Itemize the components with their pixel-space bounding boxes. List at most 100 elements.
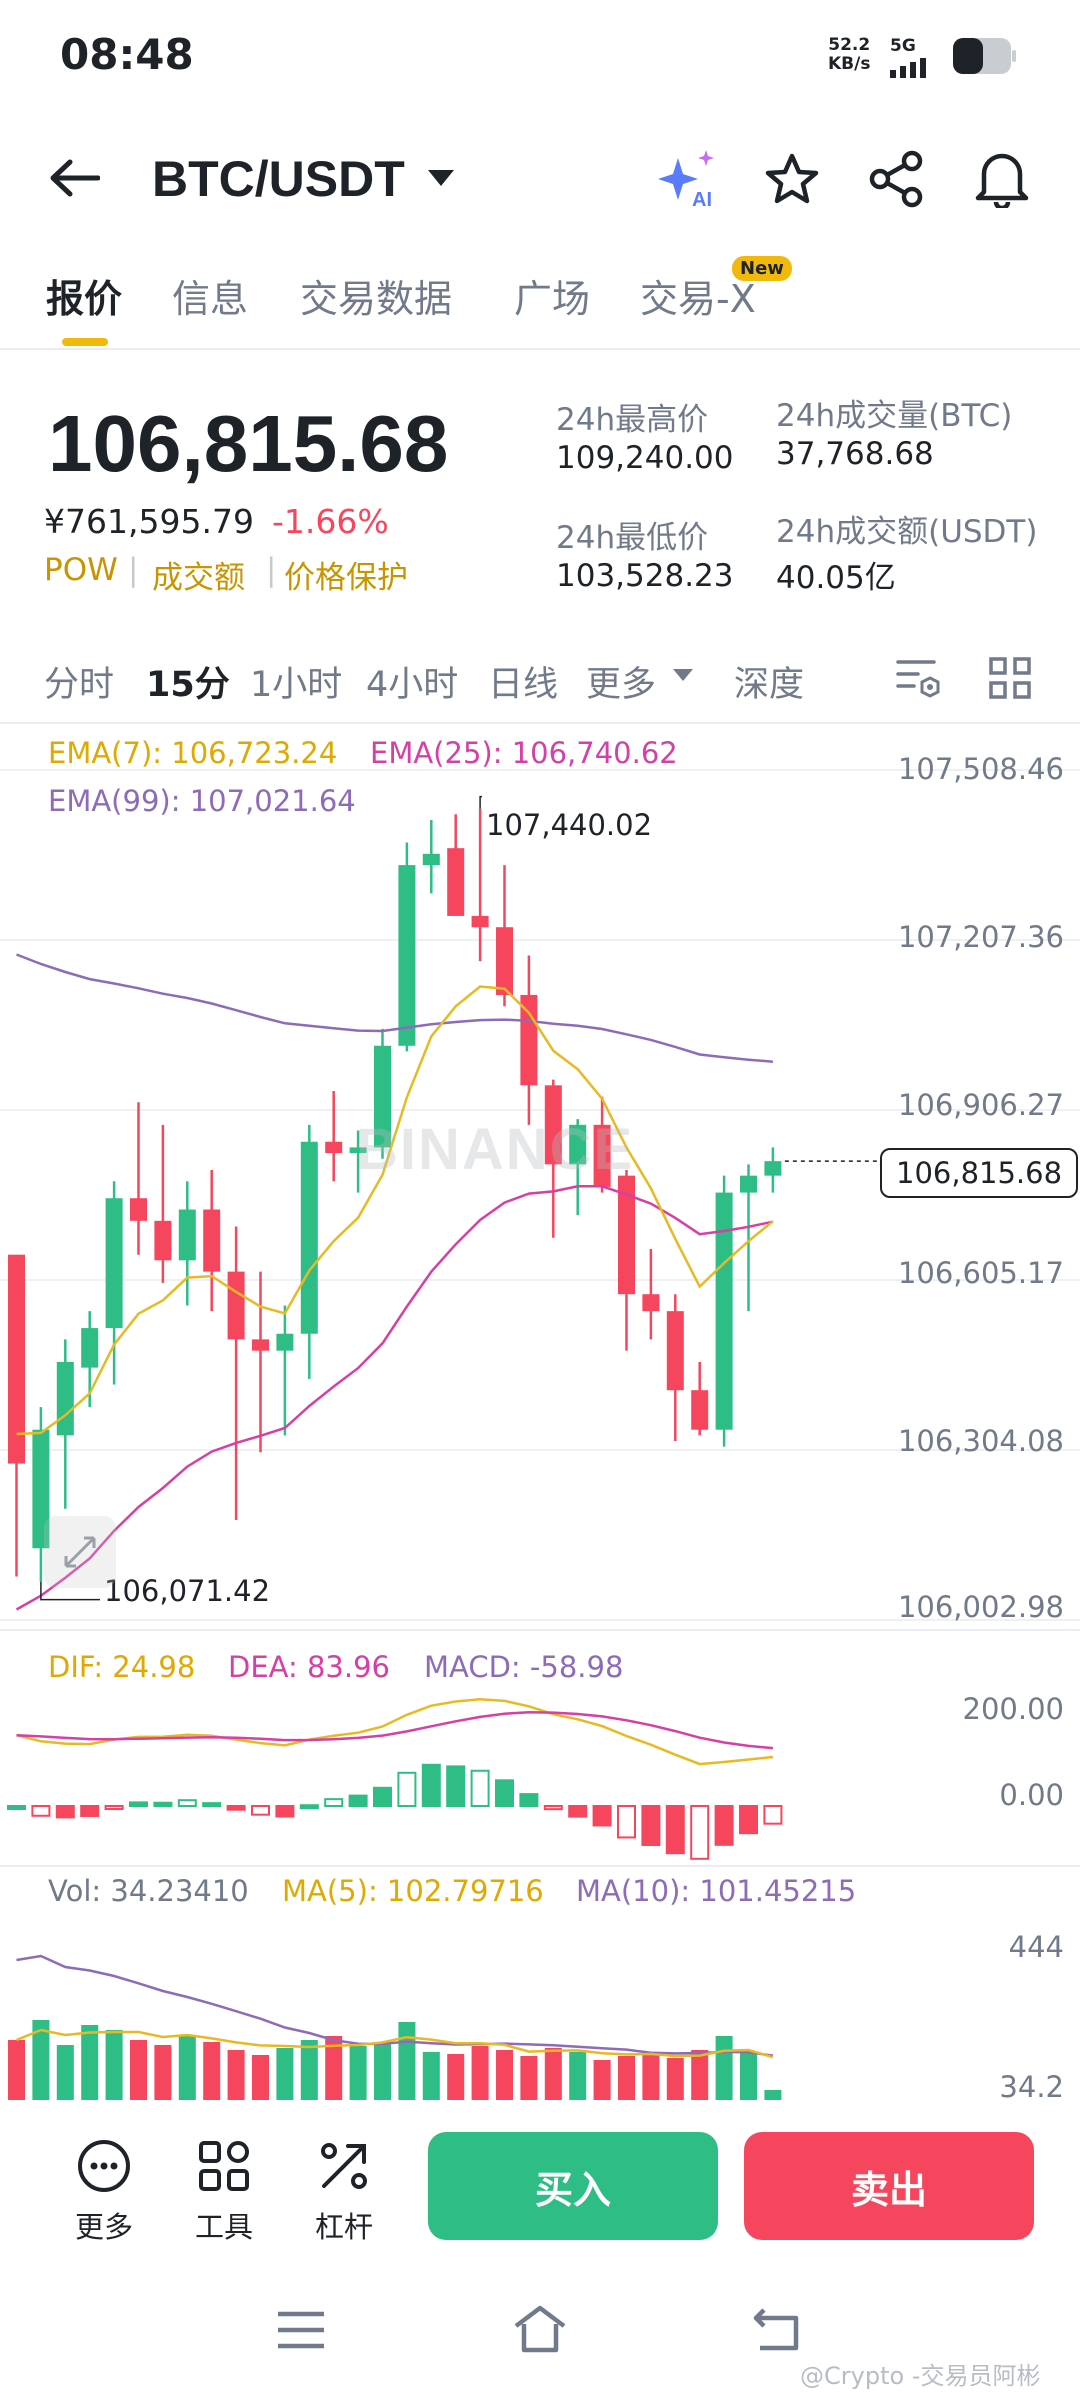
candle-body <box>715 1192 733 1430</box>
high-label: 24h最高价 <box>556 402 709 438</box>
volume-bar <box>374 2042 391 2100</box>
candle-body <box>422 853 440 866</box>
volume-bar <box>471 2046 489 2100</box>
buy-button[interactable]: 买入 <box>428 2132 718 2240</box>
candle-body <box>618 1175 635 1295</box>
tab-trade-x[interactable]: 交易-X <box>640 277 756 321</box>
high-value: 109,240.00 <box>556 440 734 476</box>
macd-histogram-bar <box>421 1763 441 1808</box>
ema99-label: EMA(99): 107,021.64 <box>48 784 356 818</box>
pair-dropdown-icon[interactable] <box>426 168 456 188</box>
tools-grid-icon <box>199 2141 249 2191</box>
more-tool[interactable]: 更多 <box>54 2138 154 2246</box>
candle-body <box>81 1328 99 1368</box>
candle-body <box>691 1390 709 1430</box>
candle-body <box>569 1124 587 1165</box>
last-price: 106,815.68 <box>48 399 449 488</box>
tools-tool[interactable]: 工具 <box>174 2138 274 2246</box>
tab-info[interactable]: 信息 <box>172 277 249 321</box>
volume-bar <box>178 2035 196 2100</box>
tf-1d[interactable]: 日线 <box>488 665 559 705</box>
volume-bar <box>520 2056 538 2100</box>
macd-histogram-bar <box>55 1805 75 1819</box>
layout-grid-icon[interactable] <box>988 656 1032 700</box>
ema99-line <box>16 953 774 1063</box>
volume-bar <box>252 2055 269 2100</box>
macd-dif-label: DIF: 24.98 <box>48 1650 196 1684</box>
tools-tool-label: 工具 <box>194 2210 253 2244</box>
macd-histogram-bar <box>129 1801 148 1808</box>
macd-histogram-bar <box>495 1779 514 1807</box>
ema25-line <box>15 1185 774 1611</box>
tf-time[interactable]: 分时 <box>44 665 115 705</box>
back-arrow-icon[interactable] <box>48 158 100 198</box>
volume-bar <box>593 2060 611 2100</box>
macd-histogram-bar <box>299 1804 319 1810</box>
candle-body <box>300 1141 318 1334</box>
low-value: 103,528.23 <box>556 558 734 594</box>
candle-body <box>471 915 489 928</box>
volume-bar <box>81 2025 99 2100</box>
tf-15m[interactable]: 15分 <box>146 665 230 705</box>
sell-button[interactable]: 卖出 <box>744 2132 1034 2240</box>
tf-1h[interactable]: 1小时 <box>250 665 343 705</box>
macd-histogram-bar <box>31 1805 51 1817</box>
candle-body <box>593 1124 611 1187</box>
more-dropdown-icon[interactable] <box>672 668 694 682</box>
low-label: 24h最低价 <box>556 520 709 556</box>
leverage-tool[interactable]: 杠杆 <box>294 2138 394 2246</box>
y-axis-label: 107,207.36 <box>897 920 1064 954</box>
macd-histogram-bar <box>251 1805 270 1816</box>
volume-bar <box>715 2036 733 2100</box>
volume-bar <box>154 2045 172 2100</box>
macd-histogram-bar <box>373 1786 392 1808</box>
volume-bar <box>8 2040 25 2100</box>
price-change: -1.66% <box>272 502 389 541</box>
tf-more[interactable]: 更多 <box>586 665 657 705</box>
tag-turnover[interactable]: 成交额 <box>152 560 245 596</box>
candle-body <box>227 1271 245 1340</box>
tag-price-protect[interactable]: 价格保护 <box>284 560 408 596</box>
macd-histogram-bar <box>446 1765 466 1807</box>
tag-pow[interactable]: POW <box>44 552 118 588</box>
footer-watermark: @Crypto -交易员阿彬 <box>800 2362 1041 2390</box>
volume-bar <box>276 2048 294 2100</box>
macd-histogram-bar <box>617 1805 636 1839</box>
macd-dea-line <box>16 1710 774 1750</box>
volume-bar <box>32 2020 50 2100</box>
tab-trading-data[interactable]: 交易数据 <box>300 277 453 321</box>
expand-chart-button[interactable] <box>44 1516 116 1588</box>
bell-icon[interactable] <box>974 148 1030 208</box>
candle-body <box>130 1198 147 1221</box>
pair-title[interactable]: BTC/USDT <box>152 151 405 207</box>
vol-ma5-line <box>16 2028 774 2059</box>
ai-icon[interactable]: AI <box>656 148 724 210</box>
share-icon[interactable] <box>868 150 924 208</box>
home-nav-icon[interactable] <box>512 2304 568 2354</box>
star-icon[interactable] <box>764 152 820 206</box>
candle-body <box>544 1085 562 1165</box>
expand-icon <box>64 1536 96 1568</box>
indicator-settings-icon[interactable] <box>894 656 944 700</box>
volume-bar <box>496 2050 513 2100</box>
macd-histogram-bar <box>714 1805 734 1846</box>
macd-histogram-bar <box>739 1805 758 1835</box>
tab-square[interactable]: 广场 <box>514 277 591 321</box>
volume-bar <box>325 2036 343 2100</box>
tf-4h[interactable]: 4小时 <box>366 665 459 705</box>
candle-body <box>8 1254 25 1464</box>
candle-body <box>325 1141 343 1154</box>
back-nav-icon[interactable] <box>752 2306 802 2352</box>
price-chart[interactable] <box>0 724 1080 2104</box>
battery-icon <box>953 38 1016 74</box>
candle-body <box>32 1429 50 1549</box>
y-axis-label: 107,508.46 <box>897 752 1064 786</box>
volume-bar <box>130 2040 147 2100</box>
y-axis-label: 106,906.27 <box>897 1088 1064 1122</box>
tab-quote[interactable]: 报价 <box>46 277 123 321</box>
candle-body <box>666 1311 684 1391</box>
tf-depth[interactable]: 深度 <box>734 665 805 705</box>
menu-nav-icon[interactable] <box>276 2310 326 2350</box>
macd-histogram-bar <box>275 1805 295 1818</box>
candle-body <box>398 865 416 1046</box>
